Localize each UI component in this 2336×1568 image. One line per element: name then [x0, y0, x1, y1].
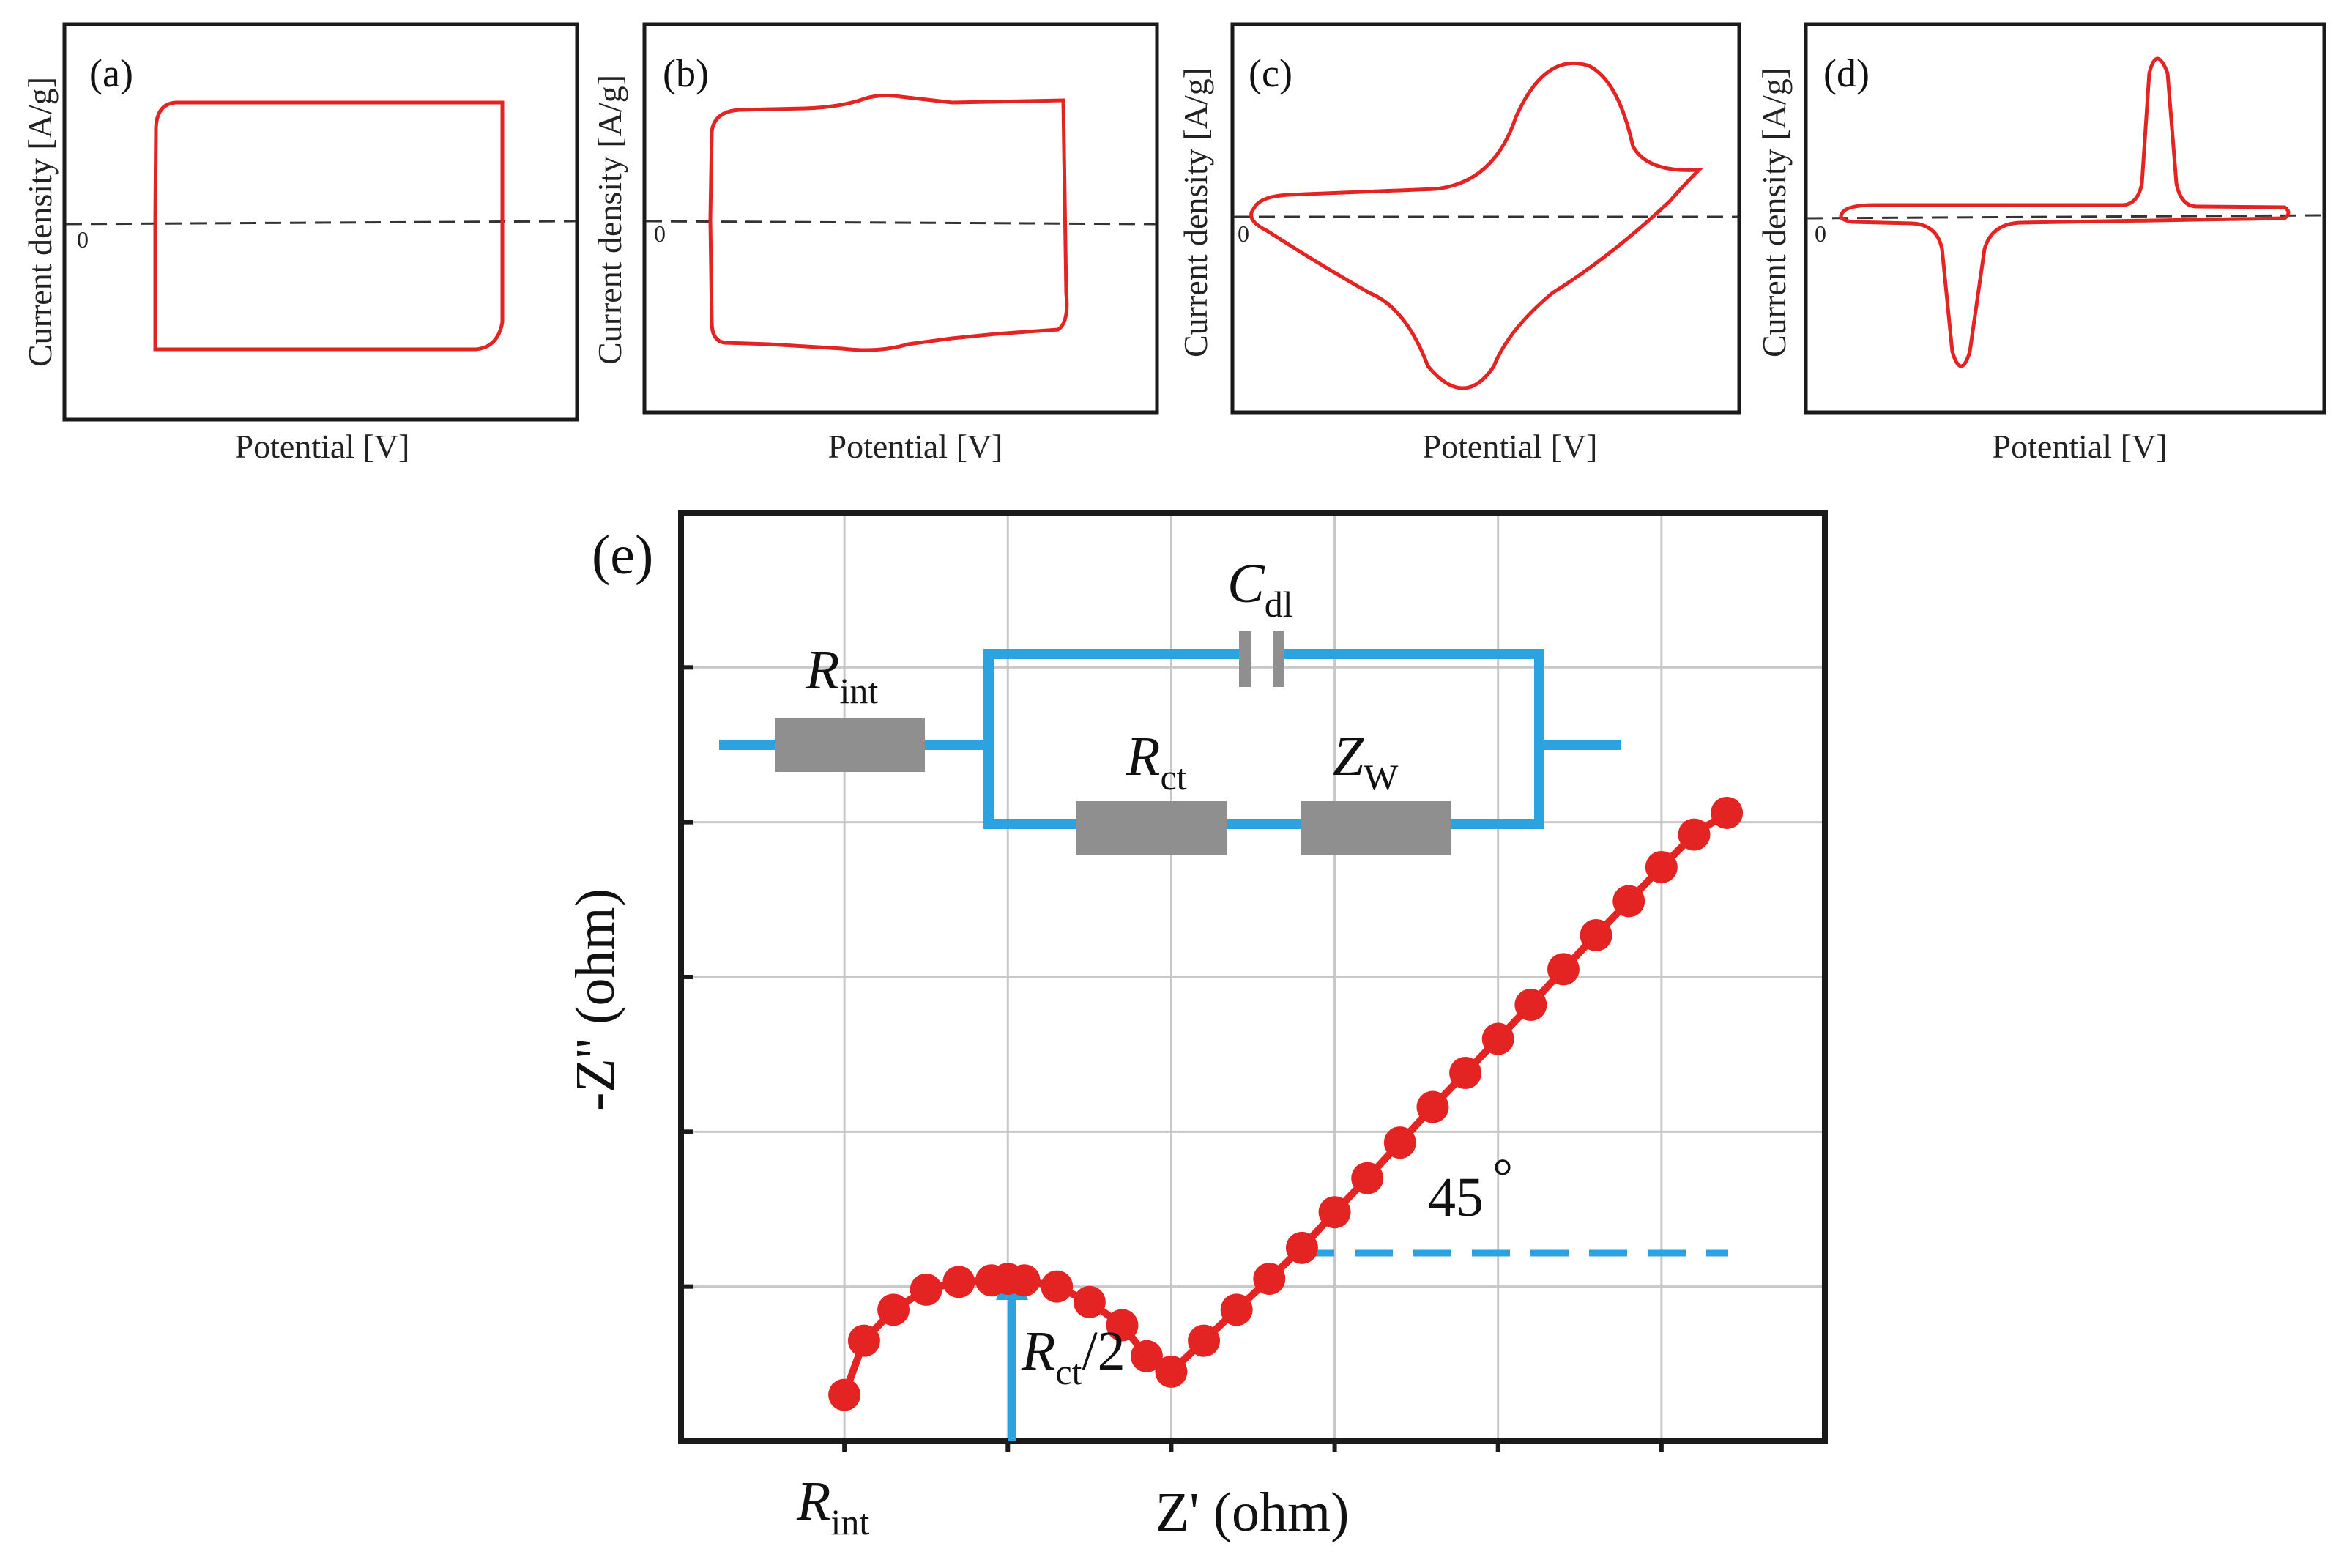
- eis-ticks: [681, 665, 1664, 1452]
- cv-c-label: (c): [1249, 51, 1292, 95]
- nyquist-point: [1678, 818, 1711, 851]
- cv-b-xlabel: Potential [V]: [828, 428, 1003, 465]
- equivalent-circuit: Rint Cdl Rct ZW: [719, 553, 1621, 855]
- cv-b-label: (b): [663, 51, 709, 95]
- cv-panel-b: (b) 0 Current density [A/g] Potential [V…: [591, 22, 1159, 465]
- nyquist-point: [1253, 1263, 1286, 1296]
- rct-label: Rct: [1126, 726, 1187, 798]
- cv-d-label: (d): [1823, 51, 1870, 95]
- eis-data-points: [828, 796, 1744, 1411]
- nyquist-point: [1073, 1285, 1106, 1318]
- cv-panel-c: (c) 0 Current density [A/g] Potential [V…: [1177, 22, 1741, 465]
- nyquist-point: [1008, 1264, 1041, 1297]
- nyquist-point: [1514, 989, 1547, 1022]
- nyquist-line: [841, 809, 1729, 1397]
- nyquist-point: [1318, 1196, 1351, 1229]
- nyquist-point: [1351, 1162, 1384, 1194]
- nyquist-point: [1383, 1126, 1416, 1159]
- nyquist-point: [1041, 1270, 1074, 1303]
- nyquist-point: [1130, 1340, 1163, 1372]
- zw-label: ZW: [1333, 726, 1399, 798]
- nyquist-point: [1580, 918, 1612, 951]
- nyquist-point: [1285, 1231, 1318, 1264]
- cv-b-zero-label: 0: [654, 220, 666, 247]
- cv-a-label: (a): [89, 51, 133, 95]
- cv-b-frame: [642, 22, 1159, 415]
- nyquist-point: [1449, 1057, 1482, 1090]
- cv-d-zero-label: 0: [1815, 220, 1826, 247]
- nyquist-point: [847, 1324, 880, 1357]
- panel-e-label: (e): [592, 524, 653, 586]
- cv-b-zero-line: [645, 220, 1156, 226]
- nyquist-point: [828, 1378, 861, 1411]
- cv-b-ylabel: Current density [A/g]: [591, 75, 628, 365]
- cv-c-xlabel: Potential [V]: [1423, 428, 1598, 465]
- parallel-loop: [983, 649, 1544, 829]
- nyquist-point: [942, 1266, 975, 1298]
- cdl-plate-right: [1273, 631, 1284, 687]
- cv-c-curve: [1249, 61, 1704, 390]
- nyquist-point: [1155, 1355, 1188, 1388]
- cv-c-frame: [1230, 22, 1741, 415]
- cv-a-zero-label: 0: [77, 226, 89, 253]
- rint-tick-label: Rint: [796, 1471, 869, 1542]
- rct-resistor: [1076, 801, 1227, 855]
- cv-a-ylabel: Current density [A/g]: [21, 77, 59, 367]
- cv-d-zero-line: [1807, 214, 2324, 220]
- nyquist-point: [1547, 953, 1580, 986]
- eis-ylabel: -Z'' (ohm): [565, 888, 626, 1111]
- cv-d-ylabel: Current density [A/g]: [1755, 67, 1793, 357]
- cv-d-frame: [1804, 22, 2326, 415]
- eis-panel-e: Rint Cdl Rct ZW (e) 45 ° Rct/2 Rint Z' (o…: [565, 510, 1828, 1543]
- cdl-plate-left: [1239, 631, 1251, 687]
- angle-label: 45 °: [1428, 1149, 1513, 1228]
- zw-element: [1301, 801, 1451, 855]
- nyquist-point: [877, 1293, 910, 1326]
- nyquist-point: [1416, 1090, 1449, 1123]
- nyquist-point: [1481, 1022, 1514, 1055]
- nyquist-point: [1645, 850, 1678, 883]
- nyquist-point: [1612, 885, 1645, 918]
- eis-xlabel: Z' (ohm): [1156, 1482, 1350, 1543]
- cv-c-zero-label: 0: [1238, 220, 1249, 247]
- nyquist-point: [1106, 1309, 1139, 1342]
- nyquist-point: [1711, 796, 1744, 829]
- cv-a-xlabel: Potential [V]: [235, 428, 410, 465]
- nyquist-point: [1220, 1293, 1253, 1326]
- cv-a-zero-line: [65, 220, 576, 226]
- rint-label: Rint: [805, 639, 878, 711]
- cv-panel-a: (a) 0 Current density [A/g] Potential [V…: [21, 22, 579, 465]
- nyquist-point: [1188, 1324, 1221, 1357]
- cv-panel-d: (d) 0 Current density [A/g] Potential [V…: [1755, 22, 2326, 465]
- nyquist-point: [910, 1273, 942, 1306]
- rint-resistor: [775, 718, 925, 772]
- cv-c-ylabel: Current density [A/g]: [1177, 67, 1214, 357]
- cdl-label: Cdl: [1227, 553, 1293, 625]
- cv-d-xlabel: Potential [V]: [1993, 428, 2168, 465]
- cv-a-curve: [153, 100, 505, 352]
- cv-b-curve: [708, 94, 1069, 352]
- rct-half-label: Rct/2: [1021, 1320, 1126, 1392]
- cv-d-curve: [1839, 56, 2291, 368]
- cv-a-frame: [62, 22, 579, 422]
